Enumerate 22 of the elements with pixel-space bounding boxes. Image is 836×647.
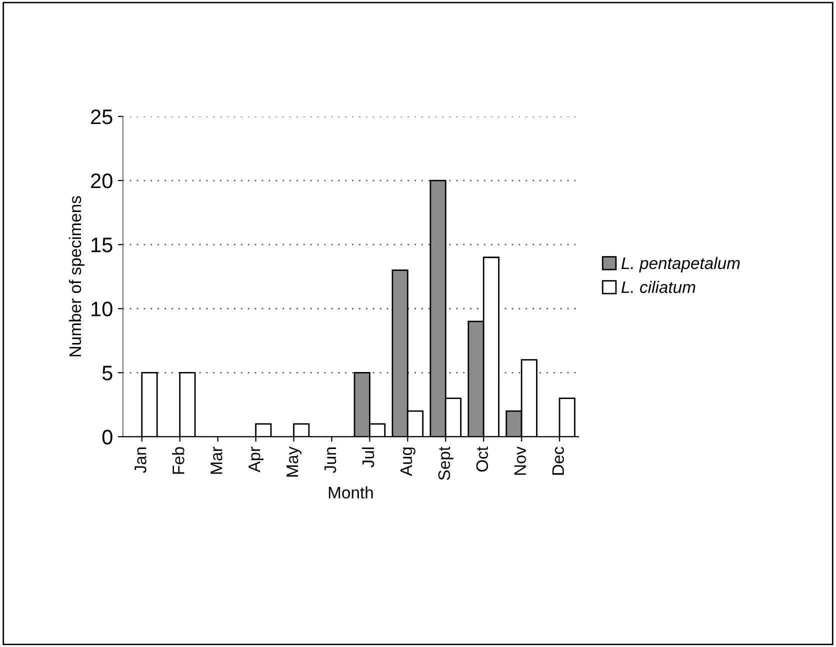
x-tick-label: May: [286, 446, 302, 477]
y-tick-label: 20: [91, 174, 112, 188]
x-tick-label: Oct: [476, 446, 488, 472]
x-tick-label: Dec: [552, 446, 564, 475]
x-tick-label: Aug: [400, 448, 416, 476]
legend-label: L. pentapetalum: [621, 256, 740, 272]
y-tick-label: 15: [92, 238, 112, 252]
legend-label: L. ciliatum: [621, 280, 696, 294]
y-axis-title: Number of specimens: [68, 196, 84, 356]
x-tick-label: Feb: [172, 447, 184, 474]
x-tick-label: Apr: [248, 446, 264, 472]
x-tick-label: Mar: [210, 446, 222, 474]
x-tick-label: Nov: [514, 446, 526, 475]
x-tick-label: Jul: [362, 448, 374, 468]
x-tick-label: Sept: [438, 446, 454, 480]
y-tick-label: 0: [102, 430, 112, 444]
y-tick-label: 10: [92, 302, 112, 316]
x-tick-label: Jan: [134, 448, 146, 474]
y-tick-label: 25: [91, 109, 112, 124]
x-axis-title: Month: [328, 486, 373, 499]
y-tick-label: 5: [102, 366, 112, 380]
x-tick-label: Jun: [324, 448, 336, 474]
